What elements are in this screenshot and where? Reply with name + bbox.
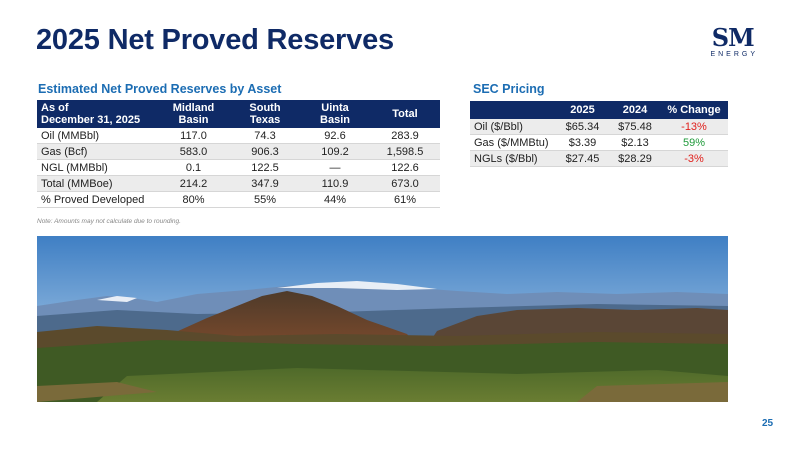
table-cell: 122.5	[230, 159, 300, 176]
table-cell: 117.0	[157, 128, 230, 144]
table-cell: 61%	[370, 191, 440, 208]
header-cell: Total	[370, 100, 440, 128]
table-cell: Gas (Bcf)	[37, 143, 157, 160]
header-cell: Uinta Basin	[300, 100, 370, 128]
logo-text: SM	[711, 23, 755, 52]
landscape-photo	[37, 236, 728, 402]
table-cell: $27.45	[555, 150, 610, 167]
table-cell: —	[300, 159, 370, 176]
table-cell: 122.6	[370, 159, 440, 176]
footnote: Note: Amounts may not calculate due to r…	[37, 218, 181, 225]
table-cell: $3.39	[555, 134, 610, 151]
header-cell: 2025	[555, 101, 610, 119]
table-cell: $28.29	[610, 150, 660, 167]
table-row: % Proved Developed 80% 55% 44% 61%	[37, 191, 440, 208]
table-row: NGL (MMBbl) 0.1 122.5—122.6	[37, 159, 440, 176]
table-cell: 74.3	[230, 128, 300, 144]
logo: SM ENERGY	[707, 26, 758, 60]
table-cell: NGL (MMBbl)	[37, 159, 157, 176]
table-cell: Total (MMBoe)	[37, 175, 157, 192]
table-header: 2025 2024% Change	[470, 101, 728, 119]
reserves-table: As of December 31, 2025 Midland Basin Sout…	[37, 100, 440, 208]
table-cell: 673.0	[370, 175, 440, 192]
table-cell: $65.34	[555, 119, 610, 135]
page-number: 25	[762, 418, 774, 429]
table-cell: Oil ($/Bbl)	[470, 119, 555, 135]
table-row: Total (MMBoe) 214.2 347.9 110.9 673.0	[37, 175, 440, 192]
header-cell: Midland Basin	[157, 100, 230, 128]
slide-title: 2025 Net Proved Reserves	[36, 24, 394, 56]
table-header: As of December 31, 2025 Midland Basin Sout…	[37, 100, 440, 128]
section-title: Estimated Net Proved Reserves by Asset	[38, 82, 282, 96]
table-row: Oil (MMBbl) 117.0 74.3 92.6 283.9	[37, 128, 440, 144]
table-cell: 583.0	[157, 143, 230, 160]
table-cell: 283.9	[370, 128, 440, 144]
table-cell: 59%	[660, 134, 728, 151]
table-cell: -3%	[660, 150, 728, 167]
table-cell: 55%	[230, 191, 300, 208]
table-cell: -13%	[660, 119, 728, 135]
table-cell: 80%	[157, 191, 230, 208]
table-row: Oil ($/Bbl) $65.34 $75.48 -13%	[470, 119, 728, 135]
header-cell: % Change	[660, 101, 728, 119]
table-cell: 109.2	[300, 143, 370, 160]
table-cell: 92.6	[300, 128, 370, 144]
table-row: Gas ($/MMBtu) $3.39 $2.13 59%	[470, 134, 728, 151]
table-cell: NGLs ($/Bbl)	[470, 150, 555, 167]
pricing-table: 2025 2024% Change Oil ($/Bbl) $65.34 $75.48…	[470, 101, 728, 167]
header-cell: South Texas	[230, 100, 300, 128]
header-cell: As of December 31, 2025	[37, 100, 157, 128]
table-cell: 1,598.5	[370, 143, 440, 160]
table-row: NGLs ($/Bbl) $27.45 $28.29 -3%	[470, 150, 728, 167]
table-cell: $75.48	[610, 119, 660, 135]
logo-subtext: ENERGY	[710, 51, 758, 58]
table-cell: 110.9	[300, 175, 370, 192]
table-cell: % Proved Developed	[37, 191, 157, 208]
header-cell	[470, 101, 555, 119]
table-cell: 906.3	[230, 143, 300, 160]
header-cell: 2024	[610, 101, 660, 119]
table-row: Gas (Bcf) 583.0 906.3 109.2 1,598.5	[37, 143, 440, 160]
table-cell: Gas ($/MMBtu)	[470, 134, 555, 151]
section-title: SEC Pricing	[473, 82, 545, 96]
table-cell: 0.1	[157, 159, 230, 176]
table-cell: 347.9	[230, 175, 300, 192]
table-cell: 44%	[300, 191, 370, 208]
table-cell: Oil (MMBbl)	[37, 128, 157, 144]
table-cell: $2.13	[610, 134, 660, 151]
table-cell: 214.2	[157, 175, 230, 192]
